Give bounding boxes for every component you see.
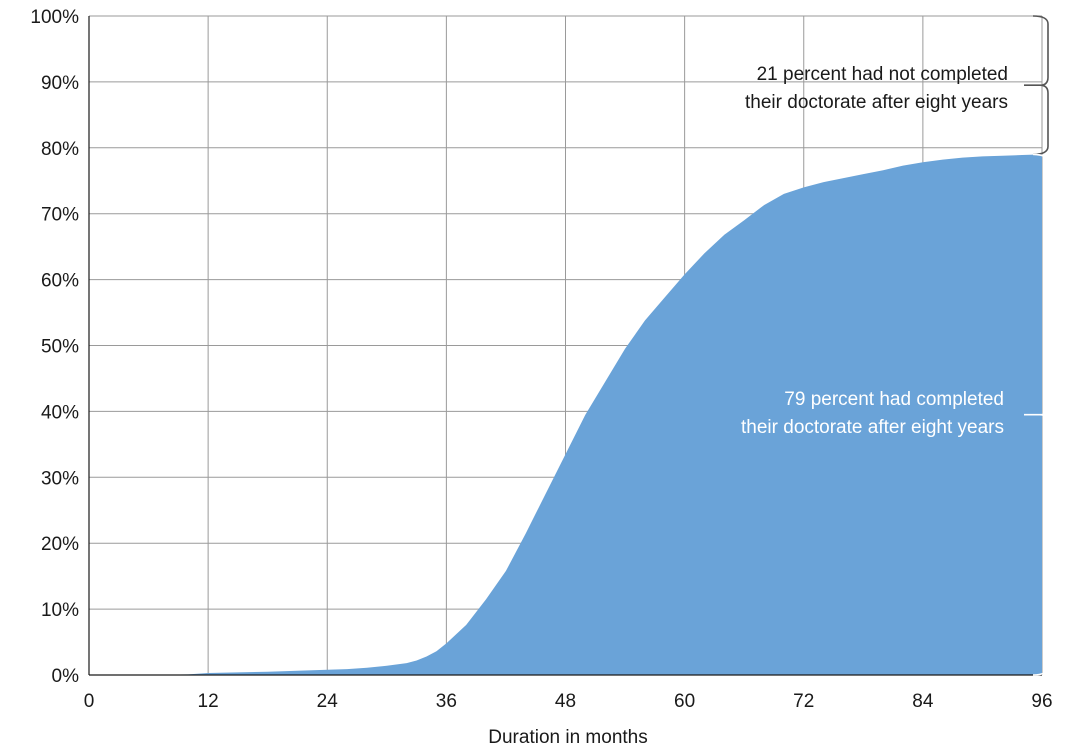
y-tick-label-60: 60% [41, 271, 79, 292]
y-tick-label-70: 70% [41, 205, 79, 226]
y-tick-label-100: 100% [30, 7, 79, 28]
annotation-completed-line1: 79 percent had completed [784, 389, 1004, 410]
x-tick-label-24: 24 [317, 691, 339, 712]
x-tick-label-36: 36 [436, 691, 457, 712]
annotation-not-completed-line1: 21 percent had not completed [757, 64, 1008, 85]
bracket-completed [1024, 153, 1049, 676]
annotation-completed-line2: their doctorate after eight years [741, 417, 1004, 438]
y-tick-label-80: 80% [41, 139, 79, 160]
x-tick-label-72: 72 [793, 691, 814, 712]
x-tick-label-96: 96 [1031, 691, 1052, 712]
y-tick-label-30: 30% [41, 468, 79, 489]
x-tick-label-84: 84 [912, 691, 934, 712]
completion-area [89, 154, 1042, 675]
x-tick-label-48: 48 [555, 691, 576, 712]
bracket-not-completed [1024, 15, 1049, 156]
x-tick-label-0: 0 [84, 691, 95, 712]
y-tick-label-40: 40% [41, 402, 79, 423]
x-tick-label-12: 12 [198, 691, 219, 712]
y-tick-label-10: 10% [41, 600, 79, 621]
y-tick-label-20: 20% [41, 534, 79, 555]
x-tick-label-60: 60 [674, 691, 695, 712]
y-tick-label-90: 90% [41, 73, 79, 94]
y-tick-label-0: 0% [52, 666, 80, 687]
x-axis-title: Duration in months [488, 727, 647, 748]
annotation-not-completed-line2: their doctorate after eight years [745, 92, 1008, 113]
y-tick-label-50: 50% [41, 337, 79, 358]
